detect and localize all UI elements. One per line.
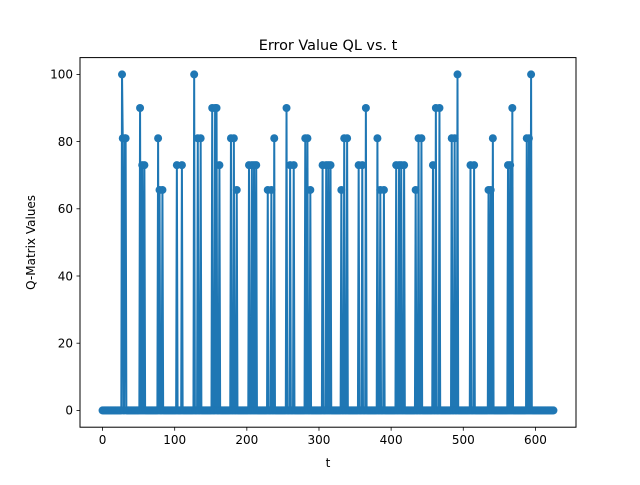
spike-point bbox=[212, 104, 221, 112]
spike-point bbox=[400, 161, 409, 170]
spike-point bbox=[453, 70, 462, 79]
spike-point bbox=[524, 134, 533, 143]
spike-point bbox=[306, 185, 315, 194]
spike-point bbox=[488, 134, 497, 143]
spike-point bbox=[121, 134, 130, 143]
y-tick-label: 80 bbox=[58, 135, 73, 149]
x-tick-label: 100 bbox=[163, 433, 186, 447]
y-tick-label: 60 bbox=[58, 202, 73, 216]
y-tick-label: 40 bbox=[58, 269, 73, 283]
spike-point bbox=[450, 134, 459, 143]
spike-point bbox=[158, 185, 167, 194]
spike-point bbox=[326, 161, 335, 170]
spike-point bbox=[190, 70, 199, 79]
spike-point bbox=[411, 185, 420, 194]
x-tick-label: 0 bbox=[99, 433, 107, 447]
spike-point bbox=[527, 70, 536, 79]
spike-point bbox=[428, 161, 437, 170]
spike-point bbox=[435, 104, 444, 112]
spike-point bbox=[140, 161, 149, 170]
spike-point bbox=[177, 161, 186, 170]
x-axis-label: t bbox=[326, 456, 331, 470]
x-tick-label: 400 bbox=[380, 433, 403, 447]
x-tick-label: 600 bbox=[524, 433, 547, 447]
spike-point bbox=[252, 161, 261, 170]
y-axis: 0 20 40 60 80 100 bbox=[50, 68, 80, 418]
spike-point bbox=[270, 134, 279, 143]
x-axis: 0 100 200 300 400 500 600 bbox=[99, 427, 547, 447]
spike-point bbox=[508, 104, 517, 112]
spike-point bbox=[470, 161, 479, 170]
spike-point bbox=[343, 134, 352, 143]
x-tick-label: 200 bbox=[235, 433, 258, 447]
spike-point bbox=[506, 161, 515, 170]
y-tick-label: 0 bbox=[65, 404, 73, 418]
spike-point bbox=[373, 134, 382, 143]
x-tick-label: 500 bbox=[452, 433, 475, 447]
spike-point bbox=[303, 134, 312, 143]
chart-title: Error Value QL vs. t bbox=[259, 38, 398, 54]
spike-point bbox=[229, 134, 238, 143]
spike-point bbox=[196, 134, 205, 143]
y-tick-label: 100 bbox=[50, 68, 73, 82]
y-axis-label: Q-Matrix Values bbox=[24, 195, 38, 290]
spike-point bbox=[358, 161, 367, 170]
spike-point bbox=[289, 161, 298, 170]
baseline-point bbox=[549, 406, 558, 415]
spike-point bbox=[282, 104, 291, 112]
spike-point bbox=[379, 185, 388, 194]
spike-point bbox=[215, 161, 224, 170]
y-tick-label: 20 bbox=[58, 337, 73, 351]
spike-point bbox=[154, 134, 163, 143]
spike-point bbox=[232, 185, 241, 194]
spike-point bbox=[337, 185, 346, 194]
spike-point bbox=[361, 104, 370, 112]
plot-frame bbox=[79, 57, 577, 428]
series-layer bbox=[98, 70, 558, 415]
spike-point bbox=[486, 185, 495, 194]
spike-point bbox=[136, 104, 145, 112]
x-tick-label: 300 bbox=[308, 433, 331, 447]
spike-point bbox=[118, 70, 127, 79]
spike-point bbox=[267, 185, 276, 194]
spike-point bbox=[417, 134, 426, 143]
